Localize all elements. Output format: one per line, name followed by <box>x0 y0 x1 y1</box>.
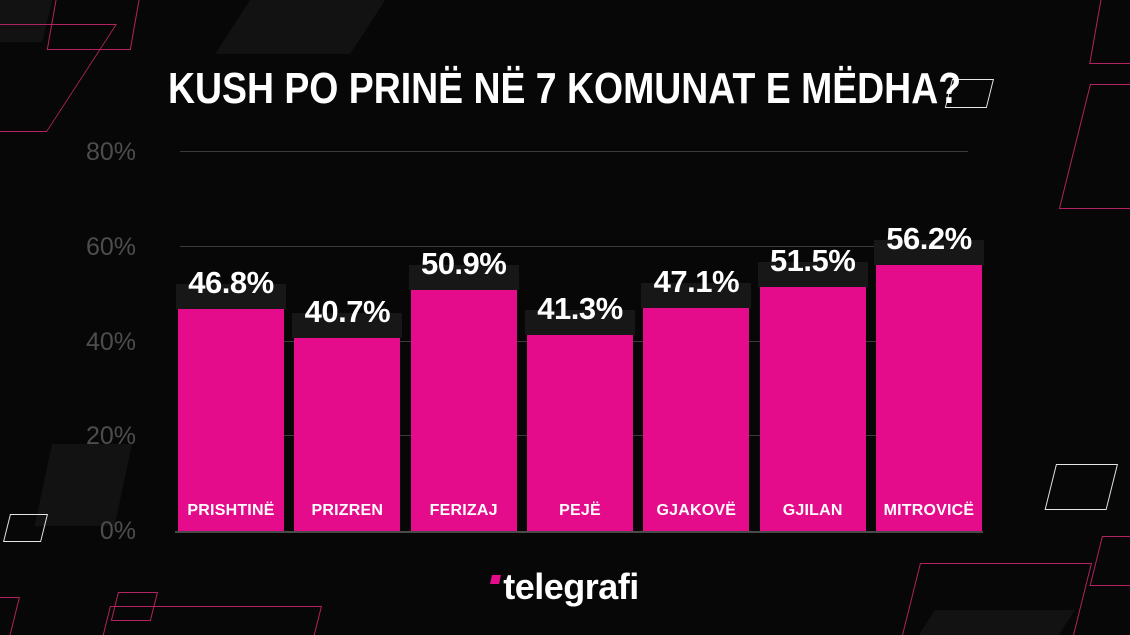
bar-column: 41.3% PEJË <box>524 287 635 531</box>
category-label: PRIZREN <box>311 502 384 519</box>
gridline <box>180 245 968 247</box>
category-label: PRISHTINË <box>187 502 275 519</box>
value-label-text: 50.9% <box>420 245 507 281</box>
y-axis-tick-label: 0% <box>99 517 136 545</box>
value-label-text: 56.2% <box>886 220 972 256</box>
gridline <box>180 151 968 152</box>
category-label: PEJË <box>559 502 601 519</box>
bar-column: 40.7% PRIZREN <box>292 290 403 531</box>
bar-column: 46.8% PRISHTINË <box>176 261 286 531</box>
deco-parallelogram-outline <box>1044 464 1118 510</box>
value-label: 41.3% <box>524 287 635 336</box>
value-label-background <box>757 262 868 288</box>
value-label: 40.7% <box>292 290 403 339</box>
value-label-text: 47.1% <box>653 263 740 299</box>
y-axis-tick-label: 40% <box>85 327 136 356</box>
bar-column: 50.9% FERIZAJ <box>408 242 519 531</box>
bar-pejë: PEJË <box>526 335 633 531</box>
value-label-background <box>408 264 519 290</box>
value-label-text: 40.7% <box>304 294 391 330</box>
category-label: MITROVICË <box>883 502 975 519</box>
value-label-text: 46.8% <box>188 265 274 301</box>
bar-column: 56.2% MITROVICË <box>873 217 984 531</box>
category-label: FERIZAJ <box>429 502 498 519</box>
category-label: GJILAN <box>782 502 843 519</box>
telegrafi-logo: telegrafi <box>0 569 1130 605</box>
bar-column: 47.1% GJAKOVË <box>641 260 752 531</box>
deco-parallelogram-outline <box>3 514 49 542</box>
value-label-background <box>524 310 635 336</box>
deco-parallelogram-fill <box>215 0 393 54</box>
value-label: 46.8% <box>176 261 286 310</box>
logo-text: telegrafi <box>503 566 639 607</box>
deco-parallelogram-outline <box>1089 0 1130 64</box>
bars-container: 46.8% PRISHTINË 40.7% PRIZREN 50.9% FERIZAJ 41… <box>176 152 984 531</box>
value-label-text: 41.3% <box>537 291 623 327</box>
y-axis-tick-label: 20% <box>85 422 136 451</box>
value-label: 47.1% <box>641 260 752 308</box>
bar-ferizaj: FERIZAJ <box>410 289 517 531</box>
value-label-background <box>873 239 984 265</box>
value-label: 56.2% <box>873 217 984 265</box>
bar-mitrovicë: MITROVICË <box>875 264 982 531</box>
bar-gjilan: GJILAN <box>759 287 866 531</box>
value-label: 51.5% <box>757 239 868 288</box>
bar-prishtinë: PRISHTINË <box>178 309 284 531</box>
chart-title: KUSH PO PRINË NË 7 KOMUNAT E MËDHA? <box>168 64 962 113</box>
deco-parallelogram-fill <box>34 444 133 526</box>
value-label-background <box>292 313 403 339</box>
title-wrap: KUSH PO PRINË NË 7 KOMUNAT E MËDHA? <box>0 64 1130 114</box>
deco-parallelogram-outline <box>46 0 142 50</box>
logo-dot-icon <box>490 575 502 584</box>
y-axis-tick-label: 80% <box>85 138 136 166</box>
value-label-text: 51.5% <box>769 243 856 279</box>
bar-column: 51.5% GJILAN <box>757 239 868 531</box>
plot-area: 46.8% PRISHTINË 40.7% PRIZREN 50.9% FERIZAJ 41… <box>175 151 984 533</box>
deco-parallelogram-outline <box>92 606 322 635</box>
value-label: 50.9% <box>408 242 519 290</box>
deco-parallelogram-fill <box>0 0 56 42</box>
y-axis-tick-label: 60% <box>85 232 136 261</box>
bar-gjakovë: GJAKOVË <box>643 307 750 531</box>
value-label-background <box>641 282 752 308</box>
value-label-background <box>176 284 286 310</box>
deco-parallelogram-fill <box>915 610 1075 635</box>
bar-prizren: PRIZREN <box>294 338 401 531</box>
category-label: GJAKOVË <box>656 502 737 519</box>
x-axis-line <box>175 531 983 533</box>
